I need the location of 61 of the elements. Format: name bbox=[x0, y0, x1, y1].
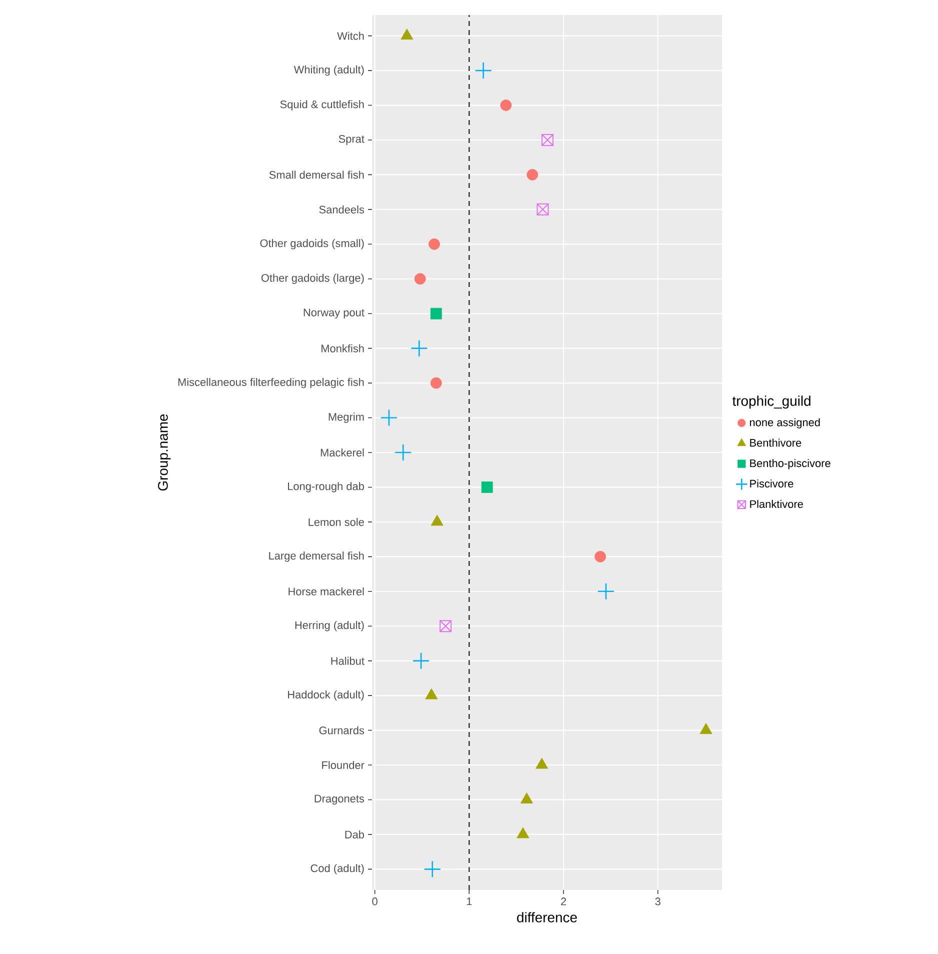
x-tick-label: 0 bbox=[372, 898, 378, 906]
legend-label: none assigned bbox=[750, 418, 820, 428]
y-tick-label: Miscellaneous filterfeeding pelagic fish bbox=[178, 378, 364, 388]
y-tick-label: Whiting (adult) bbox=[294, 65, 364, 76]
point bbox=[594, 550, 606, 562]
y-tick-label: Sprat bbox=[338, 135, 364, 145]
point bbox=[700, 723, 712, 734]
y-tick-label: Large demersal fish bbox=[269, 552, 364, 562]
point bbox=[410, 340, 428, 357]
y-tick-label: Mackerel bbox=[320, 448, 364, 457]
y-tick-label: Herring (adult) bbox=[295, 621, 364, 632]
point bbox=[500, 100, 512, 111]
point bbox=[516, 827, 530, 838]
y-tick-label: Long-rough dab bbox=[288, 482, 364, 492]
point bbox=[526, 169, 538, 180]
legend-label: Piscivore bbox=[750, 479, 794, 488]
y-tick-label: Other gadoids (small) bbox=[260, 239, 364, 250]
x-tick-label: 2 bbox=[561, 898, 566, 906]
y-tick-label: Monkfish bbox=[322, 344, 364, 352]
y-tick-label: Other gadoids (large) bbox=[261, 274, 364, 284]
point bbox=[394, 444, 412, 462]
point bbox=[597, 582, 615, 600]
point bbox=[430, 308, 442, 320]
point bbox=[430, 377, 442, 389]
point bbox=[424, 860, 442, 878]
y-tick-label: Norway pout bbox=[304, 308, 364, 318]
y-tick-label: Witch bbox=[337, 32, 364, 40]
y-tick-label: Dragonets bbox=[314, 794, 364, 805]
point bbox=[474, 62, 492, 80]
point bbox=[541, 134, 554, 146]
y-tick-label: Dab bbox=[345, 830, 364, 838]
point bbox=[380, 409, 398, 426]
y-tick-label: Halibut bbox=[331, 656, 364, 665]
y-tick-label: Flounder bbox=[322, 760, 364, 770]
y-tick-label: Cod (adult) bbox=[310, 864, 364, 874]
y-tick-label: Small demersal fish bbox=[269, 170, 364, 179]
y-tick-label: Gurnards bbox=[319, 726, 364, 734]
point bbox=[481, 482, 493, 493]
legend-label: Bentho-piscivore bbox=[750, 459, 830, 470]
y-tick-label: Sandeels bbox=[319, 205, 364, 214]
point bbox=[428, 238, 440, 250]
point bbox=[520, 792, 533, 804]
y-tick-label: Horse mackerel bbox=[288, 587, 364, 596]
x-axis-title: difference bbox=[517, 912, 577, 922]
y-tick-label: Haddock (adult) bbox=[288, 690, 364, 701]
point bbox=[536, 203, 549, 216]
x-tick-label: 1 bbox=[466, 898, 472, 906]
y-tick-label: Lemon sole bbox=[308, 518, 364, 526]
point bbox=[414, 273, 426, 285]
point bbox=[412, 652, 430, 670]
point bbox=[430, 514, 444, 526]
legend-label: Planktivore bbox=[750, 500, 803, 508]
point bbox=[536, 758, 548, 769]
y-axis-title: Group.name bbox=[158, 414, 171, 491]
point bbox=[425, 688, 438, 700]
legend-label: Benthivore bbox=[750, 438, 802, 447]
y-tick-label: Squid & cuttlefish bbox=[280, 100, 364, 110]
x-tick-label: 3 bbox=[655, 898, 660, 906]
y-tick-label: Megrim bbox=[328, 412, 364, 423]
point bbox=[440, 620, 452, 632]
legend-title: trophic_guild bbox=[732, 396, 810, 409]
